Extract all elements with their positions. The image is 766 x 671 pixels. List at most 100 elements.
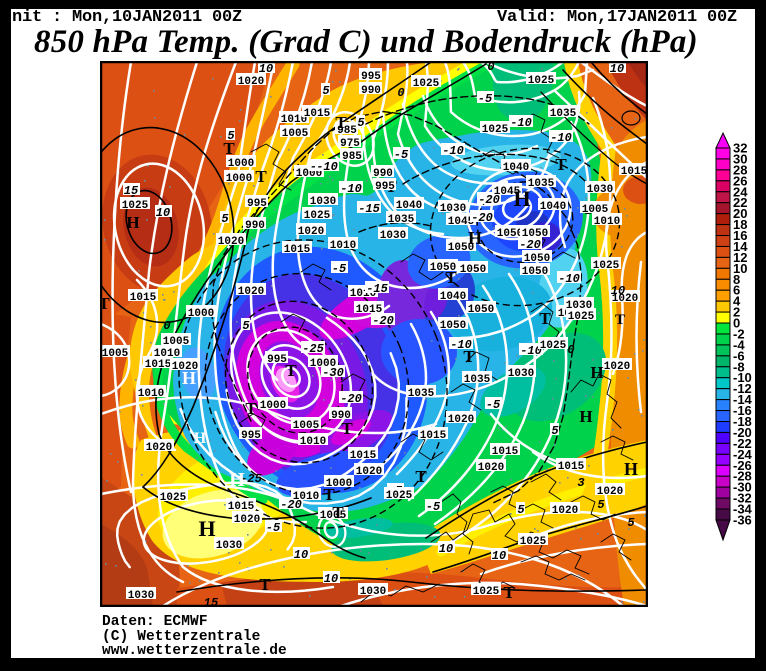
svg-text:30: 30 — [733, 151, 747, 166]
svg-text:-10: -10 — [316, 160, 338, 174]
svg-text:5: 5 — [517, 503, 525, 517]
svg-text:T: T — [323, 485, 335, 504]
svg-text:H: H — [198, 516, 215, 541]
svg-text:-4: -4 — [733, 337, 745, 352]
svg-text:1020: 1020 — [478, 462, 504, 474]
svg-text:-36: -36 — [733, 513, 752, 528]
svg-text:1020: 1020 — [552, 505, 578, 517]
svg-text:T: T — [335, 113, 347, 132]
svg-text:1030: 1030 — [310, 196, 336, 208]
svg-text:12: 12 — [733, 250, 747, 265]
svg-text:995: 995 — [241, 430, 261, 442]
svg-text:-34: -34 — [733, 502, 753, 517]
svg-text:2: 2 — [733, 305, 740, 320]
svg-text:990: 990 — [373, 168, 393, 180]
svg-text:5: 5 — [597, 498, 605, 512]
svg-text:T: T — [503, 583, 515, 602]
svg-text:-5: -5 — [266, 521, 281, 535]
svg-text:1000: 1000 — [228, 158, 254, 170]
svg-text:1000: 1000 — [310, 358, 336, 370]
svg-text:1045: 1045 — [448, 216, 475, 228]
svg-text:T: T — [555, 155, 567, 174]
svg-text:26: 26 — [733, 173, 747, 188]
svg-text:10: 10 — [156, 206, 170, 220]
svg-text:H: H — [126, 213, 139, 232]
svg-text:1050: 1050 — [448, 242, 474, 254]
svg-text:1045: 1045 — [494, 186, 521, 198]
svg-text:1020: 1020 — [238, 76, 264, 88]
svg-text:-10: -10 — [558, 272, 580, 286]
svg-text:1050: 1050 — [524, 253, 550, 265]
svg-text:H: H — [194, 430, 207, 447]
svg-text:1035: 1035 — [464, 374, 491, 386]
svg-text:1010: 1010 — [138, 388, 164, 400]
svg-text:-25: -25 — [240, 472, 262, 486]
svg-text:-24: -24 — [733, 447, 753, 462]
svg-text:15: 15 — [124, 184, 139, 198]
svg-text:8: 8 — [733, 272, 740, 287]
svg-text:-10: -10 — [733, 370, 752, 385]
svg-text:28: 28 — [733, 162, 747, 177]
svg-text:H: H — [590, 363, 603, 382]
svg-text:-10: -10 — [442, 144, 464, 158]
svg-text:1040: 1040 — [540, 201, 566, 213]
svg-text:1005: 1005 — [293, 420, 320, 432]
svg-text:H: H — [468, 228, 482, 248]
svg-text:1010: 1010 — [281, 114, 307, 126]
svg-text:T: T — [415, 467, 427, 486]
svg-text:-25: -25 — [302, 342, 324, 356]
svg-text:1050: 1050 — [497, 228, 523, 240]
svg-text:-20: -20 — [733, 425, 752, 440]
svg-text:-5: -5 — [478, 92, 493, 106]
svg-text:H: H — [624, 459, 638, 479]
svg-text:1020: 1020 — [356, 466, 382, 478]
svg-text:995: 995 — [361, 71, 381, 83]
svg-text:T: T — [255, 167, 267, 186]
svg-text:-18: -18 — [733, 414, 752, 429]
svg-text:-12: -12 — [733, 381, 752, 396]
svg-text:T: T — [285, 361, 297, 380]
svg-text:1025: 1025 — [528, 75, 555, 87]
svg-text:6: 6 — [733, 283, 740, 298]
svg-text:1040: 1040 — [396, 200, 422, 212]
svg-text:0: 0 — [163, 319, 170, 333]
svg-text:1040: 1040 — [440, 291, 466, 303]
svg-text:1015: 1015 — [420, 430, 447, 442]
svg-text:10: 10 — [733, 261, 747, 276]
svg-text:-20: -20 — [519, 238, 541, 252]
svg-text:1035: 1035 — [388, 214, 415, 226]
svg-text:1020: 1020 — [604, 361, 630, 373]
svg-text:1015: 1015 — [350, 450, 377, 462]
svg-text:22: 22 — [733, 195, 747, 210]
svg-text:1025: 1025 — [160, 492, 187, 504]
svg-text:1020: 1020 — [172, 361, 198, 373]
svg-text:-10: -10 — [520, 344, 542, 358]
svg-text:-8: -8 — [733, 359, 745, 374]
svg-text:1025: 1025 — [568, 311, 595, 323]
svg-text:-5: -5 — [332, 262, 347, 276]
svg-text:T: T — [341, 419, 353, 438]
svg-text:1000: 1000 — [260, 400, 286, 412]
svg-text:-20: -20 — [340, 392, 362, 406]
svg-text:4: 4 — [733, 294, 741, 309]
svg-text:5: 5 — [551, 424, 559, 438]
svg-text:-20: -20 — [372, 314, 394, 328]
svg-text:1025: 1025 — [593, 260, 620, 272]
svg-text:985: 985 — [337, 125, 357, 137]
svg-text:14: 14 — [733, 239, 748, 254]
svg-text:1030: 1030 — [508, 368, 534, 380]
svg-text:10: 10 — [324, 572, 338, 586]
svg-text:1020: 1020 — [218, 236, 244, 248]
svg-text:1025: 1025 — [122, 200, 149, 212]
svg-text:24: 24 — [733, 184, 748, 199]
svg-text:10: 10 — [439, 542, 453, 556]
svg-text:-10: -10 — [510, 116, 532, 130]
svg-text:-5: -5 — [486, 398, 501, 412]
svg-text:-15: -15 — [366, 282, 388, 296]
svg-text:H: H — [182, 368, 196, 388]
svg-text:1050: 1050 — [440, 320, 466, 332]
svg-text:3: 3 — [577, 476, 584, 490]
svg-text:-10: -10 — [340, 182, 362, 196]
svg-text:975: 975 — [340, 138, 360, 150]
svg-text:10: 10 — [492, 549, 506, 563]
